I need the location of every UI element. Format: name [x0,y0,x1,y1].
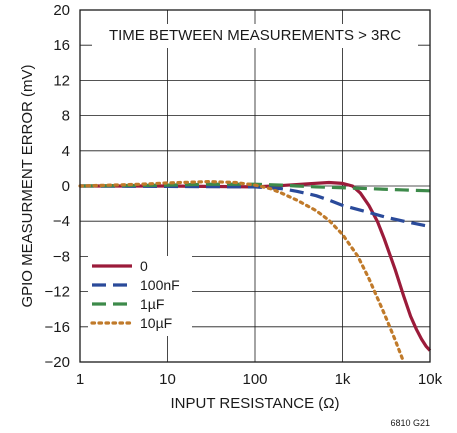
y-tick-label: 8 [62,108,70,125]
y-tick-label: 20 [53,2,70,19]
y-tick-label: −16 [45,319,70,336]
y-tick-label: −8 [53,248,70,265]
legend-label: 10µF [140,315,172,331]
y-tick-label: −4 [53,213,70,230]
y-tick-label: 4 [62,143,70,160]
legend-label: 0 [140,258,148,274]
series-layer [78,180,432,364]
series-line [78,180,406,364]
chart-annotation: TIME BETWEEN MEASUREMENTS > 3RC [109,27,401,44]
x-tick-label: 100 [242,371,267,388]
y-tick-label: 0 [62,178,70,195]
y-tick-label: 12 [53,72,70,89]
x-tick-label: 10 [159,371,176,388]
legend-label: 100nF [140,277,180,293]
series-line [79,184,431,229]
legend-label: 1µF [140,296,164,312]
x-tick-label: 1k [335,371,351,388]
x-tick-label: 10k [418,371,443,388]
y-tick-labels: 20 16 12 8 4 0 −4 −8 −12 −16 −20 [45,2,70,371]
legend: 0 100nF 1µF 10µF [88,256,192,336]
series-line [79,182,431,193]
x-tick-labels: 1 10 100 1k 10k [76,371,443,388]
x-tick-label: 1 [76,371,84,388]
y-tick-label: −20 [45,354,70,371]
y-axis-label: GPIO MEASURMENT ERROR (mV) [19,64,36,307]
plot-frame [79,9,431,363]
figure-id: 6810 G21 [390,418,430,428]
annotation-background [92,24,418,48]
y-tick-label: −12 [45,284,70,301]
y-tick-label: 16 [53,37,70,54]
x-axis-label: INPUT RESISTANCE (Ω) [170,395,339,412]
